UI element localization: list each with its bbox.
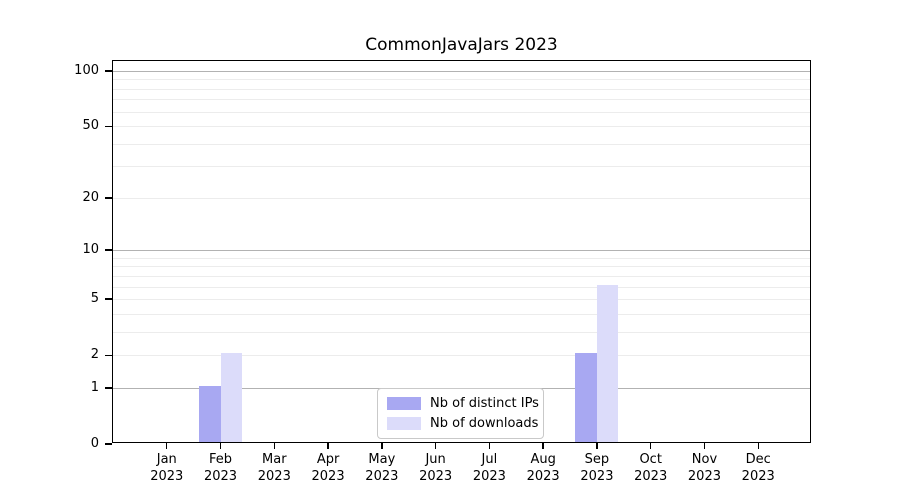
x-axis-tick bbox=[219, 443, 222, 449]
y-gridline-minor bbox=[113, 166, 810, 168]
y-axis-tick bbox=[105, 249, 112, 251]
legend-swatch-downloads bbox=[387, 417, 421, 431]
legend-item-distinct-ips: Nb of distinct IPs bbox=[378, 394, 543, 413]
y-axis-tick-label: 1 bbox=[90, 379, 99, 395]
y-axis-tick bbox=[105, 197, 112, 199]
y-gridline-minor bbox=[113, 286, 810, 288]
y-axis-tick bbox=[105, 443, 112, 445]
y-gridline-minor bbox=[113, 143, 810, 145]
y-gridline-minor bbox=[113, 355, 810, 357]
x-axis-tick-label: Mar 2023 bbox=[257, 452, 291, 484]
y-axis-tick-label: 100 bbox=[74, 63, 99, 78]
y-gridline-minor bbox=[113, 299, 810, 301]
y-axis-tick-label: 20 bbox=[82, 189, 99, 205]
x-axis-tick bbox=[166, 443, 168, 449]
chart-title: CommonJavaJars 2023 bbox=[365, 35, 558, 55]
y-axis-tick-label: 5 bbox=[90, 291, 99, 307]
x-axis-tick bbox=[381, 443, 383, 449]
y-gridline-minor bbox=[113, 126, 810, 128]
y-gridline-minor bbox=[113, 313, 810, 315]
legend: Nb of distinct IPs Nb of downloads bbox=[377, 388, 544, 439]
bar-distinct-ips bbox=[199, 385, 221, 442]
x-axis-tick-label: Nov 2023 bbox=[687, 452, 721, 484]
x-axis-tick-label: Jul 2023 bbox=[472, 452, 506, 484]
y-gridline-minor bbox=[113, 88, 810, 90]
x-axis-tick bbox=[327, 443, 329, 449]
x-axis-tick bbox=[703, 443, 706, 449]
x-axis-tick bbox=[273, 443, 275, 449]
y-axis-tick-label: 0 bbox=[90, 436, 99, 451]
x-axis-tick-label: May 2023 bbox=[365, 452, 399, 484]
x-axis-tick-label: Oct 2023 bbox=[634, 452, 668, 484]
y-axis-tick-label: 2 bbox=[90, 347, 99, 363]
y-axis-tick bbox=[105, 70, 112, 72]
y-gridline-minor bbox=[113, 275, 810, 277]
y-gridline-major bbox=[113, 71, 810, 72]
x-axis-tick-label: Sep 2023 bbox=[580, 452, 614, 484]
y-gridline-minor bbox=[113, 331, 810, 333]
y-gridline-major bbox=[113, 250, 810, 252]
legend-label-downloads: Nb of downloads bbox=[430, 416, 539, 432]
x-axis-tick bbox=[542, 443, 544, 449]
y-axis-tick-label: 10 bbox=[82, 242, 99, 258]
bar-distinct-ips bbox=[575, 353, 597, 442]
x-axis-tick-label: Aug 2023 bbox=[526, 452, 560, 484]
x-axis-tick bbox=[757, 443, 759, 449]
x-axis-tick bbox=[434, 443, 437, 449]
plot-area: 0 1 2 5 10 20 50 100 Jan 2023 Feb 2023 Mar 2023 Apr… bbox=[74, 60, 811, 484]
bar-downloads bbox=[220, 353, 243, 442]
x-axis-tick-label: Jan 2023 bbox=[150, 452, 184, 484]
x-axis-tick-label: Feb 2023 bbox=[203, 452, 238, 484]
legend-label-distinct-ips: Nb of distinct IPs bbox=[430, 395, 539, 411]
legend-item-downloads: Nb of downloads bbox=[378, 414, 543, 433]
x-axis-tick-label: Dec 2023 bbox=[741, 452, 775, 484]
x-axis-tick-label: Apr 2023 bbox=[311, 452, 345, 484]
y-gridline-minor bbox=[113, 257, 810, 259]
x-axis-tick bbox=[596, 443, 598, 449]
y-gridline-minor bbox=[113, 111, 810, 113]
x-axis-tick-label: Jun 2023 bbox=[419, 452, 453, 484]
y-gridline-minor bbox=[113, 99, 810, 101]
y-axis-tick bbox=[105, 354, 112, 356]
x-axis-tick bbox=[488, 443, 491, 449]
x-axis-tick bbox=[649, 443, 652, 449]
y-axis-tick bbox=[105, 387, 112, 389]
y-axis-tick bbox=[105, 298, 112, 300]
y-gridline-minor bbox=[113, 266, 810, 268]
y-axis-tick bbox=[105, 125, 112, 127]
y-axis-tick-label: 50 bbox=[82, 118, 99, 134]
legend-swatch-distinct-ips bbox=[387, 396, 421, 410]
y-gridline-minor bbox=[113, 197, 810, 199]
y-gridline-minor bbox=[113, 79, 810, 81]
bar-downloads bbox=[596, 284, 619, 442]
